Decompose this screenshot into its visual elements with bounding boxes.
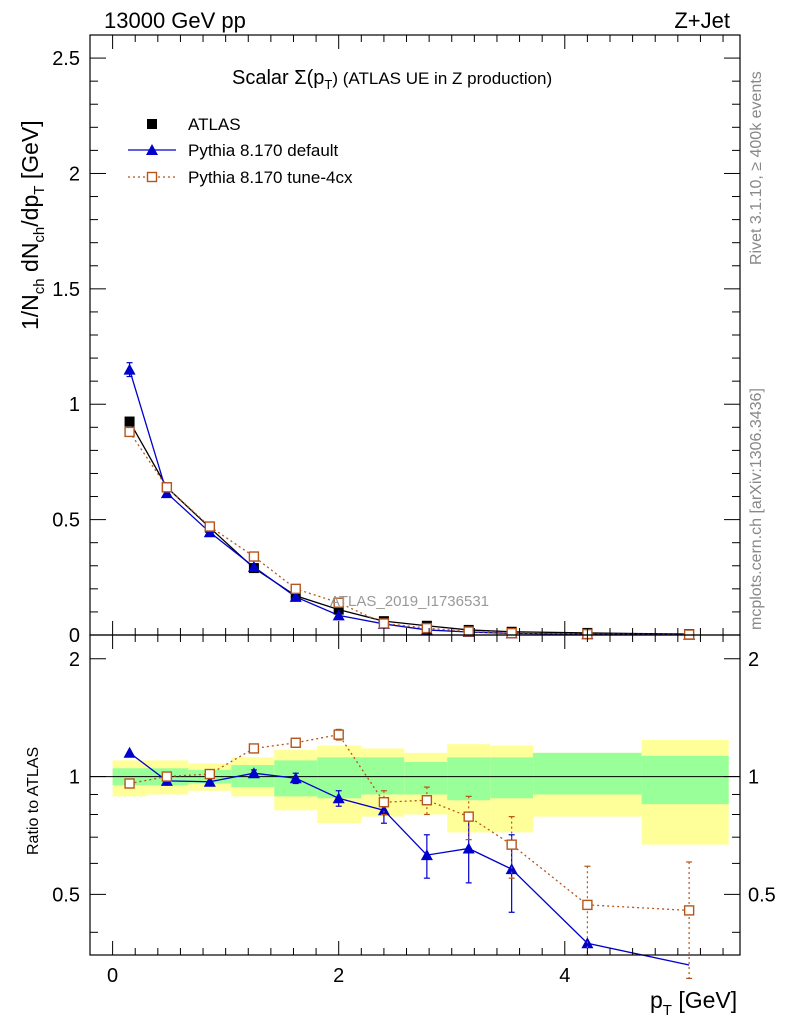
ratio-point-1-5 — [333, 729, 344, 740]
chart-title-sub: T — [324, 77, 332, 92]
chart-title: Scalar Σ(pT) (ATLAS UE in Z production) — [232, 67, 552, 92]
main-ylabel: 1/Nch dNch/dpT [GeV] — [17, 120, 48, 330]
ratio-point-1-10 — [582, 899, 593, 911]
ratio-point-0-2 — [203, 775, 216, 787]
main-point-2-4 — [290, 583, 301, 595]
main-point-2-9 — [506, 627, 517, 639]
mcplots-label: mcplots.cern.ch [arXiv:1306.3436] — [748, 388, 765, 630]
data-markers — [123, 362, 696, 979]
ratio-point-1-11 — [683, 905, 695, 916]
ratio-point-0-7 — [420, 849, 433, 861]
legend-label-2: Pythia 8.170 tune-4cx — [188, 168, 353, 187]
ratio-ylabel: Ratio to ATLAS — [25, 747, 42, 855]
x-tick-label-0: 0 — [107, 965, 118, 987]
ratio-point-0-5 — [332, 792, 345, 804]
main-y-tick-label-0: 0 — [69, 625, 80, 647]
legend-label-1: Pythia 8.170 default — [188, 141, 339, 160]
series-lines — [128, 369, 690, 966]
ratio-y-tick-label-left-0: 0.5 — [52, 884, 80, 906]
ratio-point-1-3 — [248, 743, 260, 754]
x-tick-label-2: 4 — [559, 965, 570, 987]
chart-title-rest: ) (ATLAS UE in Z production) — [332, 69, 552, 88]
legend-marker-1 — [146, 144, 158, 155]
green-band-6 — [361, 757, 405, 795]
ratio-point-1-6 — [378, 797, 390, 808]
ratio-point-1-1 — [161, 771, 173, 782]
main-y-tick-label-2: 1 — [69, 394, 80, 416]
green-band-11 — [641, 755, 729, 805]
ratio-y-tick-label-right-1: 1 — [748, 767, 759, 789]
ratio-frame — [89, 634, 741, 956]
ratio-point-0-0 — [123, 746, 136, 758]
ratio-point-1-0 — [124, 778, 135, 789]
energy-label: 13000 GeV pp — [104, 8, 246, 33]
ratio-y-tick-label-left-1: 1 — [69, 767, 80, 789]
ratio-point-1-4 — [290, 737, 301, 748]
main-point-2-3 — [248, 551, 260, 562]
main-point-2-5 — [333, 597, 344, 608]
ratio-point-1-2 — [204, 768, 216, 780]
main-y-tick-label-3: 1.5 — [52, 279, 80, 301]
green-band-9 — [490, 757, 534, 799]
green-band-7 — [404, 761, 448, 795]
main-y-tick-label-1: 0.5 — [52, 510, 80, 532]
ratio-point-0-8 — [462, 842, 475, 854]
uncertainty-bands — [112, 740, 729, 845]
rivet-label: Rivet 3.1.10, ≥ 400k events — [748, 71, 765, 265]
main-point-2-2 — [204, 521, 216, 532]
ratio-line-0 — [129, 752, 690, 966]
legend: ATLAS Pythia 8.170 default Pythia 8.170 tu… — [128, 115, 353, 187]
ratio-point-0-6 — [377, 804, 390, 816]
main-y-tick-label-5: 2.5 — [52, 48, 80, 70]
analysis-label: ATLAS_2019_I1736531 — [330, 593, 489, 610]
main-point-2-6 — [378, 618, 390, 629]
legend-marker-2 — [146, 171, 158, 183]
ratio-y-tick-label-left-2: 2 — [69, 649, 80, 671]
main-point-2-0 — [124, 426, 135, 438]
ratio-point-0-4 — [289, 772, 302, 784]
ratio-y-tick-label-right-0: 0.5 — [748, 884, 776, 906]
ratio-point-1-9 — [506, 839, 517, 850]
main-point-2-1 — [161, 482, 173, 493]
main-y-tick-label-4: 2 — [69, 163, 80, 185]
main-point-1-1 — [160, 487, 173, 499]
main-line-0 — [128, 421, 690, 635]
main-point-2-8 — [463, 626, 474, 637]
process-label: Z+Jet — [674, 8, 730, 33]
ratio-y-tick-label-right-2: 2 — [748, 649, 759, 671]
main-point-1-2 — [203, 526, 216, 538]
ratio-point-1-8 — [463, 811, 474, 822]
main-point-1-3 — [247, 560, 260, 572]
main-point-1-0 — [123, 363, 136, 375]
green-band-10 — [533, 752, 642, 795]
ratio-point-1-7 — [421, 795, 433, 806]
main-point-1-5 — [332, 609, 345, 621]
xlabel: pT [GeV] — [650, 987, 737, 1019]
chart-title-main: Scalar Σ(p — [232, 67, 324, 89]
ratio-point-0-9 — [505, 863, 518, 875]
green-band-8 — [447, 757, 491, 801]
main-point-1-4 — [289, 590, 302, 602]
legend-marker-0 — [147, 119, 157, 129]
main-point-2-7 — [421, 622, 433, 634]
ratio-point-0-3 — [247, 767, 260, 779]
main-point-0-0 — [124, 416, 135, 427]
x-tick-label-1: 2 — [333, 965, 344, 987]
legend-label-0: ATLAS — [188, 115, 241, 134]
axes: 0 2 400.511.522.50.5 0.51 12 2 — [52, 34, 776, 987]
main-line-2 — [129, 431, 690, 636]
